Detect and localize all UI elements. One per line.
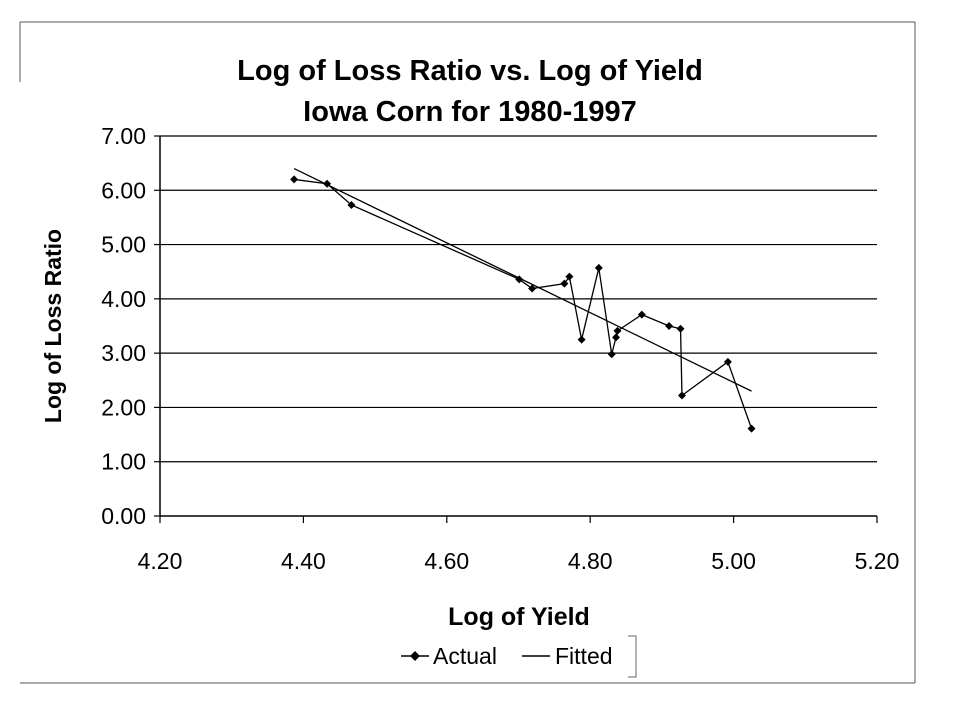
series-fitted-line [293,167,752,392]
series-actual-point [577,335,586,344]
y-tick-label: 4.00 [101,286,146,312]
series-actual-point [676,324,685,333]
series-actual-point [747,424,756,433]
tick-layer: 0.00 1.00 2.00 3.00 4.00 5.00 6.00 7.00 4.20 4.40… [101,123,899,574]
series-actual-point [323,179,332,188]
legend-fitted-label: Fitted [555,643,613,669]
y-tick-label: 0.00 [101,503,146,529]
y-tick-label: 5.00 [101,232,146,258]
x-tick-label: 4.60 [424,548,469,574]
y-tick-label: 1.00 [101,449,146,475]
y-tick-label: 2.00 [101,394,146,420]
y-tick-label: 6.00 [101,177,146,203]
x-tick-label: 4.20 [138,548,183,574]
chart-title: Log of Loss Ratio vs. Log of Yield [237,55,703,87]
legend-bracket [628,635,637,678]
series-actual-point [613,326,622,335]
series-actual-point [594,263,603,272]
x-tick-label: 5.20 [855,548,900,574]
series-actual-point [665,322,674,330]
series-actual-point [528,284,537,293]
series-actual-point [607,350,616,359]
x-axis-label: Log of Yield [448,603,590,631]
legend-actual-label: Actual [433,643,497,669]
legend-actual-marker [410,651,420,661]
y-tick-label: 7.00 [101,123,146,149]
y-axis-label: Log of Loss Ratio [40,229,66,423]
series-actual-point [723,357,732,366]
x-tick-label: 4.80 [568,548,613,574]
series-actual-point [677,391,686,400]
grid-layer [154,135,878,523]
legend: Actual Fitted [401,635,637,678]
series-layer [290,167,756,433]
y-tick-label: 3.00 [101,340,146,366]
series-actual-point [565,272,574,281]
series-actual-point [560,279,569,288]
series-actual-point [290,175,299,184]
chart-subtitle: Iowa Corn for 1980-1997 [303,96,637,128]
series-actual-point [637,310,646,319]
x-tick-label: 4.40 [281,548,326,574]
x-tick-label: 5.00 [711,548,756,574]
series-actual-point [347,200,356,209]
series-actual-line [293,178,753,429]
series-actual-point [515,275,524,284]
series-actual-point [612,333,621,342]
